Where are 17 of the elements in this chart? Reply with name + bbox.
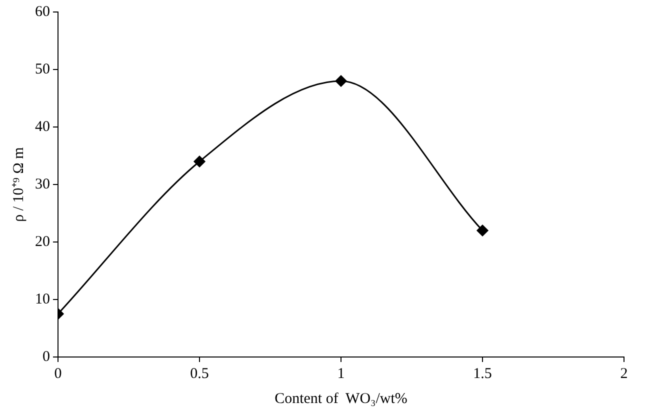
point: [194, 156, 206, 168]
y-tick-label: 50: [35, 61, 50, 78]
y-tick-label: 40: [35, 118, 50, 135]
y-tick-label: 10: [35, 291, 50, 308]
y-tick-label: 0: [42, 348, 50, 365]
y-axis-title: ρ / 10⁺⁹ Ω m: [10, 146, 27, 222]
x-tick-label: 1: [337, 366, 345, 382]
y-tick-label: 30: [35, 176, 50, 192]
x-tick-label: 0.5: [190, 366, 209, 382]
point: [476, 224, 488, 236]
y-tick-label: 60: [35, 4, 50, 20]
x-axis-title: Content of WO₃/wt%: [274, 390, 408, 407]
point: [335, 75, 347, 87]
y-tick-label: 20: [35, 234, 50, 250]
x-tick-label: 1.5: [473, 366, 492, 382]
x-tick-label: 0: [54, 366, 62, 382]
x-tick-label: 2: [620, 366, 628, 382]
